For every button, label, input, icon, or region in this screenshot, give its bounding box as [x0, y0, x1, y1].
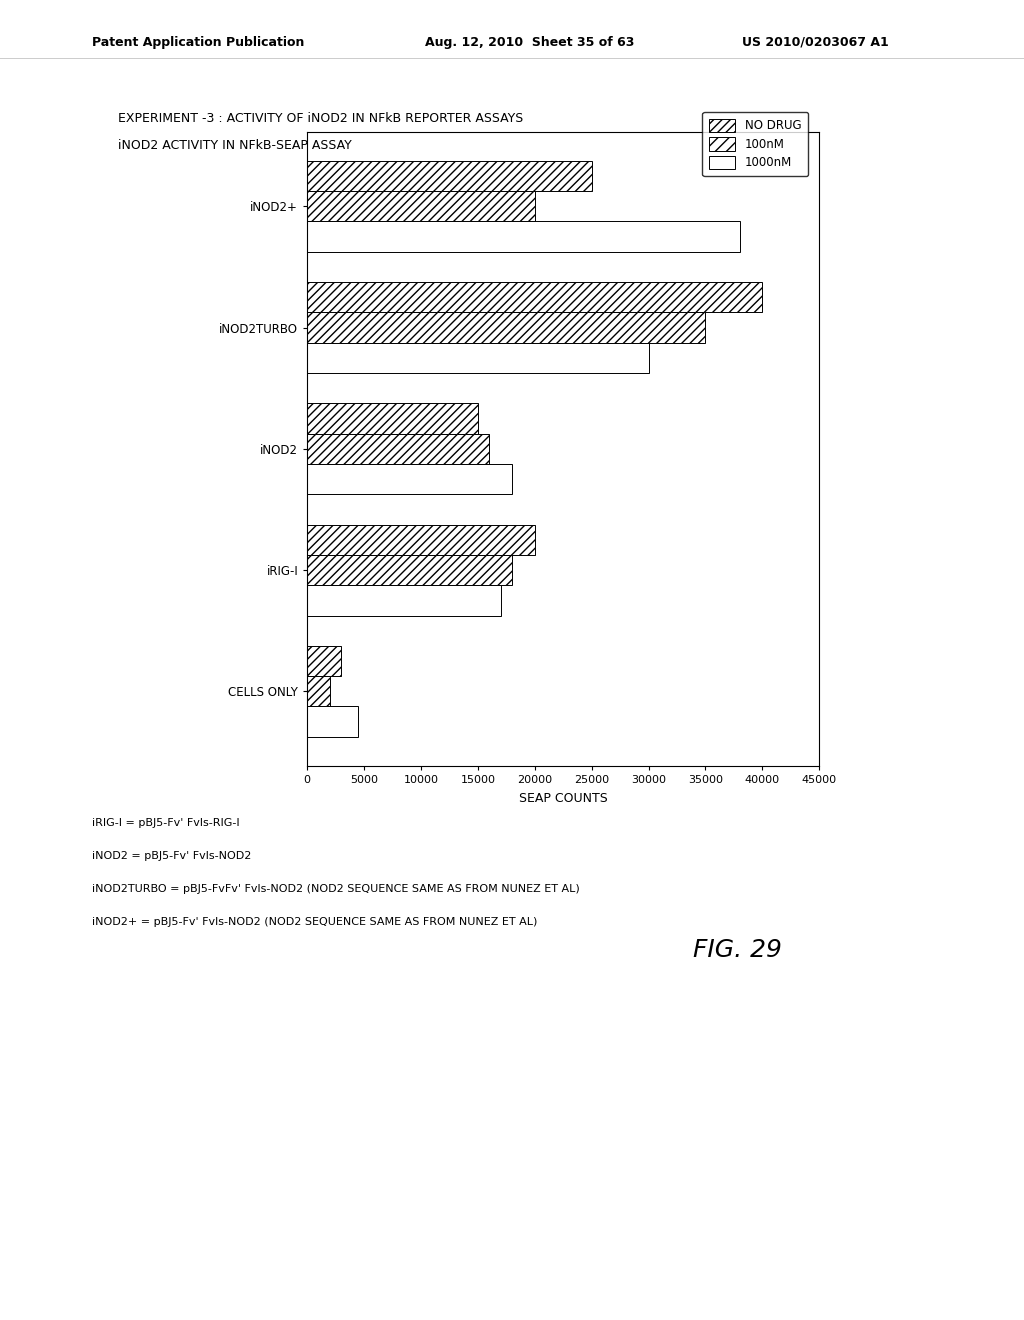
Text: Patent Application Publication: Patent Application Publication	[92, 36, 304, 49]
Text: iNOD2TURBO = pBJ5-FvFv' Fvls-NOD2 (NOD2 SEQUENCE SAME AS FROM NUNEZ ET AL): iNOD2TURBO = pBJ5-FvFv' Fvls-NOD2 (NOD2 …	[92, 884, 580, 895]
X-axis label: SEAP COUNTS: SEAP COUNTS	[519, 792, 607, 805]
Text: iNOD2 = pBJ5-Fv' Fvls-NOD2: iNOD2 = pBJ5-Fv' Fvls-NOD2	[92, 851, 252, 862]
Bar	[307, 554, 512, 585]
Bar	[307, 404, 478, 434]
Text: FIG. 29: FIG. 29	[693, 939, 781, 962]
Text: iNOD2 ACTIVITY IN NFkB-SEAP ASSAY: iNOD2 ACTIVITY IN NFkB-SEAP ASSAY	[118, 139, 351, 152]
Bar	[307, 313, 706, 343]
Bar	[307, 191, 535, 222]
Bar	[307, 161, 592, 191]
Text: US 2010/0203067 A1: US 2010/0203067 A1	[742, 36, 889, 49]
Text: EXPERIMENT -3 : ACTIVITY OF iNOD2 IN NFkB REPORTER ASSAYS: EXPERIMENT -3 : ACTIVITY OF iNOD2 IN NFk…	[118, 112, 523, 125]
Bar	[307, 434, 489, 463]
Bar	[307, 343, 648, 374]
Text: Aug. 12, 2010  Sheet 35 of 63: Aug. 12, 2010 Sheet 35 of 63	[425, 36, 634, 49]
Bar	[307, 282, 762, 313]
Bar	[307, 222, 739, 252]
Bar	[307, 706, 358, 737]
Bar	[307, 676, 330, 706]
Text: iRIG-I = pBJ5-Fv' Fvls-RIG-I: iRIG-I = pBJ5-Fv' Fvls-RIG-I	[92, 818, 240, 829]
Bar	[307, 463, 512, 494]
Bar	[307, 645, 341, 676]
Bar	[307, 585, 501, 615]
Text: iNOD2+ = pBJ5-Fv' Fvls-NOD2 (NOD2 SEQUENCE SAME AS FROM NUNEZ ET AL): iNOD2+ = pBJ5-Fv' Fvls-NOD2 (NOD2 SEQUEN…	[92, 917, 538, 928]
Legend: NO DRUG, 100nM, 1000nM: NO DRUG, 100nM, 1000nM	[702, 111, 808, 177]
Bar	[307, 524, 535, 554]
